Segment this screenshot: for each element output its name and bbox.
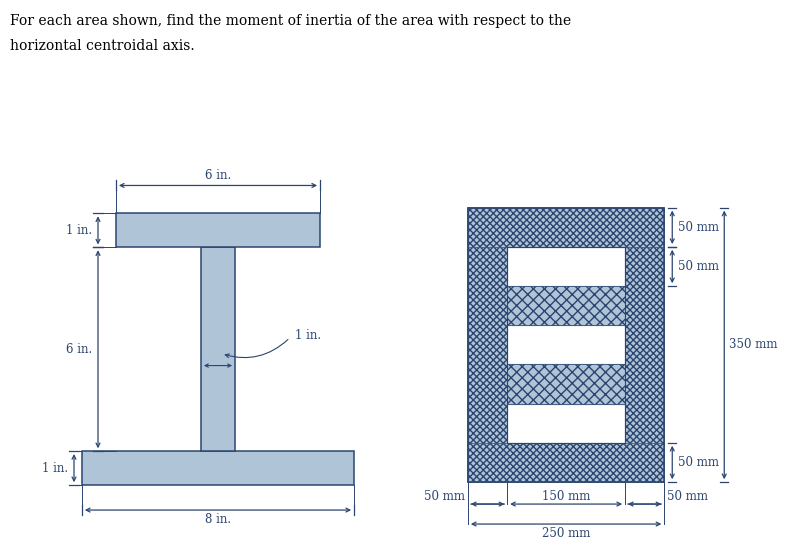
Bar — [468, 208, 664, 482]
Text: 1 in.: 1 in. — [295, 329, 321, 342]
Bar — [116, 213, 320, 247]
Text: 50 mm: 50 mm — [678, 260, 719, 273]
Text: 6 in.: 6 in. — [66, 343, 92, 356]
Text: 250 mm: 250 mm — [542, 527, 590, 540]
Bar — [508, 364, 625, 404]
Text: 50 mm: 50 mm — [667, 490, 708, 503]
Bar — [468, 208, 664, 482]
Bar — [508, 247, 625, 286]
Text: 350 mm: 350 mm — [730, 339, 778, 351]
Bar — [508, 404, 625, 443]
Text: For each area shown, find the moment of inertia of the area with respect to the: For each area shown, find the moment of … — [10, 14, 571, 28]
Bar — [508, 325, 625, 364]
Text: 1 in.: 1 in. — [42, 462, 68, 475]
Bar — [508, 247, 625, 443]
Text: 150 mm: 150 mm — [542, 490, 590, 503]
Text: 50 mm: 50 mm — [678, 221, 719, 234]
Text: 50 mm: 50 mm — [678, 456, 719, 469]
Text: horizontal centroidal axis.: horizontal centroidal axis. — [10, 39, 195, 53]
Bar — [468, 443, 664, 482]
Text: 1 in.: 1 in. — [66, 224, 92, 237]
Text: 8 in.: 8 in. — [205, 513, 231, 526]
Text: 50 mm: 50 mm — [424, 490, 465, 503]
Bar — [201, 247, 235, 451]
Bar — [625, 247, 664, 443]
Text: 6 in.: 6 in. — [205, 169, 231, 183]
Bar — [468, 247, 508, 443]
Bar — [508, 286, 625, 325]
Bar — [82, 451, 354, 485]
Bar — [468, 208, 664, 247]
